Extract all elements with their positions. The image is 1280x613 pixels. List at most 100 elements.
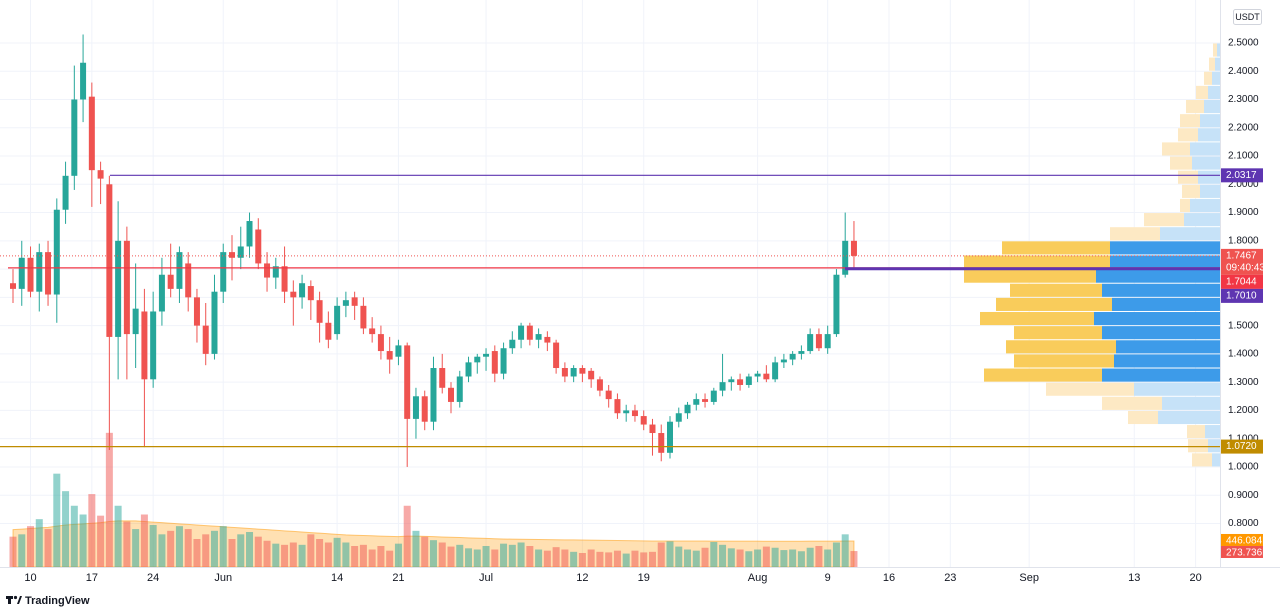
candle-body	[229, 252, 235, 258]
volume-bar	[79, 514, 87, 567]
x-tick-label: 17	[86, 572, 98, 584]
volume-bar	[526, 546, 534, 567]
profile-down-bar	[1046, 382, 1134, 396]
candle-body	[53, 209, 60, 295]
logo-dot	[13, 595, 18, 600]
volume-bar	[491, 549, 499, 567]
candle-body	[526, 325, 533, 340]
price-label: 446.084M	[1226, 536, 1270, 547]
candle-body	[106, 184, 113, 337]
candle-body	[649, 424, 656, 434]
volume-bar	[368, 549, 376, 567]
candle-body	[605, 390, 612, 400]
candle-body	[377, 334, 384, 352]
volume-bar	[605, 552, 613, 567]
candle-body	[193, 297, 200, 326]
y-tick-label: 2.3000	[1228, 94, 1259, 105]
profile-down-bar	[1209, 57, 1215, 71]
candle-body	[693, 399, 700, 405]
volume-bar	[482, 546, 490, 567]
logo-stem	[8, 596, 11, 604]
volume-bar	[465, 548, 473, 567]
volume-bar	[184, 529, 192, 567]
volume-bar	[412, 530, 420, 567]
profile-down-bar	[1213, 43, 1217, 57]
candle-body	[815, 334, 822, 349]
volume-bar	[228, 539, 236, 567]
candle-body	[850, 240, 857, 256]
candle-body	[176, 252, 183, 289]
candle-body	[62, 175, 69, 210]
candle-body	[702, 399, 709, 402]
candle-body	[754, 373, 761, 377]
candle-body	[518, 325, 525, 340]
candle-body	[807, 334, 814, 352]
profile-down-bar	[1014, 326, 1102, 340]
candle-body	[684, 404, 691, 414]
candle-body	[772, 362, 779, 380]
candles	[10, 34, 857, 467]
volume-bar	[53, 473, 61, 567]
profile-up-bar	[1096, 269, 1220, 283]
price-label: 1.0720	[1226, 441, 1257, 452]
x-tick-label: Jun	[214, 572, 232, 584]
profile-up-bar	[1160, 227, 1220, 241]
candle-body	[307, 286, 314, 301]
volume-bar	[123, 521, 131, 567]
candle-body	[281, 266, 288, 292]
price-label: 1.7044	[1226, 277, 1257, 288]
candle-body	[290, 291, 297, 298]
candle-body	[412, 396, 419, 419]
grid	[0, 0, 1220, 567]
profile-up-bar	[1134, 382, 1220, 396]
profile-down-bar	[1182, 184, 1200, 198]
volume-bar	[745, 551, 753, 567]
candle-body	[395, 345, 402, 357]
volume-bar	[97, 515, 105, 567]
candle-body	[798, 351, 805, 354]
candle-body	[351, 297, 358, 306]
candle-body	[456, 376, 463, 402]
currency-box[interactable]	[1233, 9, 1262, 25]
volume-bar	[35, 519, 43, 567]
volume-bar	[254, 536, 262, 567]
candle-body	[544, 336, 551, 343]
volume-bar	[561, 549, 569, 567]
candle-body	[88, 96, 95, 171]
volume-bar	[140, 514, 148, 567]
volume-bar	[237, 534, 245, 567]
profile-down-bar	[1180, 198, 1190, 213]
volume-bar	[272, 543, 280, 567]
profile-up-bar	[1190, 198, 1220, 213]
profile-down-bar	[1144, 213, 1184, 227]
candle-body	[500, 348, 507, 374]
volume-bar	[210, 530, 218, 567]
candle-body	[316, 300, 323, 323]
profile-down-bar	[1170, 156, 1192, 170]
candle-body	[465, 362, 472, 377]
volume-bar	[70, 505, 78, 567]
candle-body	[448, 387, 454, 402]
candle-body	[325, 322, 332, 340]
profile-up-bar	[1102, 283, 1220, 297]
y-tick-label: 2.5000	[1228, 38, 1259, 49]
candle-body	[675, 413, 682, 422]
price-label: 1.7010	[1226, 291, 1257, 302]
volume-bar	[114, 505, 122, 567]
profile-down-bar	[1180, 114, 1200, 128]
x-tick-label: Jul	[479, 572, 493, 584]
logo	[6, 595, 22, 604]
candle-body	[141, 311, 148, 380]
profile-down-bar	[980, 311, 1094, 326]
volume-bar	[508, 544, 516, 567]
volume-bar	[710, 541, 718, 567]
volume-bar	[167, 530, 175, 567]
candle-body	[474, 356, 481, 363]
candle-body	[553, 342, 560, 369]
profile-up-bar	[1198, 170, 1220, 184]
volume-bar	[850, 551, 858, 567]
profile-down-bar	[1006, 340, 1116, 354]
volume-bar	[219, 526, 227, 567]
volume-bar	[44, 529, 52, 567]
volume-bar	[841, 534, 849, 567]
